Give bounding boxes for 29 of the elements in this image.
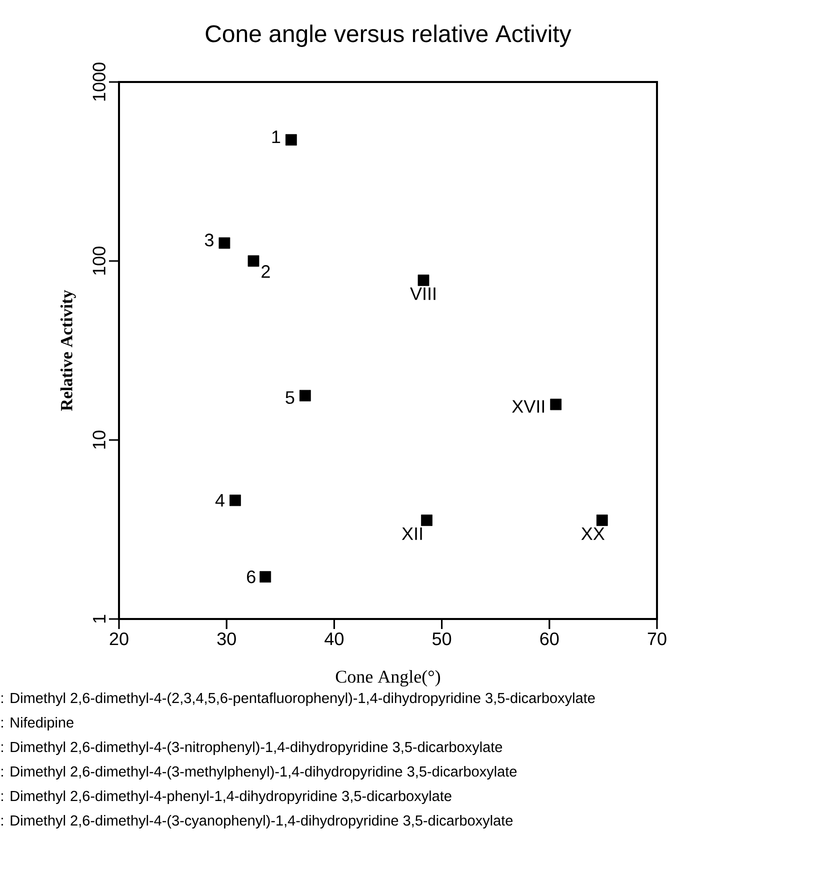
y-tick-label: 100 bbox=[92, 246, 106, 275]
annotation: VIII bbox=[410, 288, 436, 300]
x-tick-label: 30 bbox=[217, 632, 236, 646]
text: : Dimethyl 2,6-dimethyl-4-(2,3,4,5,6-pentafluorophenyl)-1,4-dihydropyridine 3,5-dicarboxylate bbox=[2, 692, 595, 706]
x-axis-title: Cone Angle(°) bbox=[336, 670, 440, 687]
annotation: 2 bbox=[262, 265, 270, 278]
text: : Dimethyl 2,6-dimethyl-4-(3-cyanophenyl)-1,4-dihydropyridine 3,5-dicarboxylate bbox=[2, 814, 513, 829]
annotation: 1 bbox=[272, 130, 280, 144]
annotation: XVII bbox=[512, 400, 544, 413]
y-tick-label: 1000 bbox=[92, 62, 106, 101]
text: : Nifedipine bbox=[2, 716, 74, 731]
x-tick-label: 60 bbox=[540, 632, 559, 646]
y-axis-title: Relative Activity bbox=[60, 290, 76, 411]
text: : Dimethyl 2,6-dimethyl-4-(3-nitrophenyl)-1,4-dihydropyridine 3,5-dicarboxylate bbox=[2, 741, 502, 756]
y-tick-label: 10 bbox=[92, 430, 106, 449]
y-tick-label: 1 bbox=[93, 614, 106, 623]
text: : Dimethyl 2,6-dimethyl-4-(3-methylphenyl)-1,4-dihydropyridine 3,5-dicarboxylate bbox=[2, 766, 517, 780]
annotation: 6 bbox=[247, 570, 256, 584]
annotation: XX bbox=[581, 527, 605, 540]
annotation: 3 bbox=[204, 234, 214, 246]
x-tick-label: 40 bbox=[324, 632, 344, 646]
annotation: XII bbox=[402, 527, 422, 540]
x-tick-label: 70 bbox=[648, 632, 666, 646]
x-tick-label: 50 bbox=[432, 632, 452, 646]
chart-title: Cone angle versus relative Activity bbox=[206, 24, 572, 47]
annotation: 4 bbox=[215, 494, 224, 507]
annotation: 5 bbox=[286, 391, 294, 404]
text: : Dimethyl 2,6-dimethyl-4-phenyl-1,4-dihydropyridine 3,5-dicarboxylate bbox=[2, 790, 452, 804]
x-tick-label: 20 bbox=[110, 632, 128, 646]
